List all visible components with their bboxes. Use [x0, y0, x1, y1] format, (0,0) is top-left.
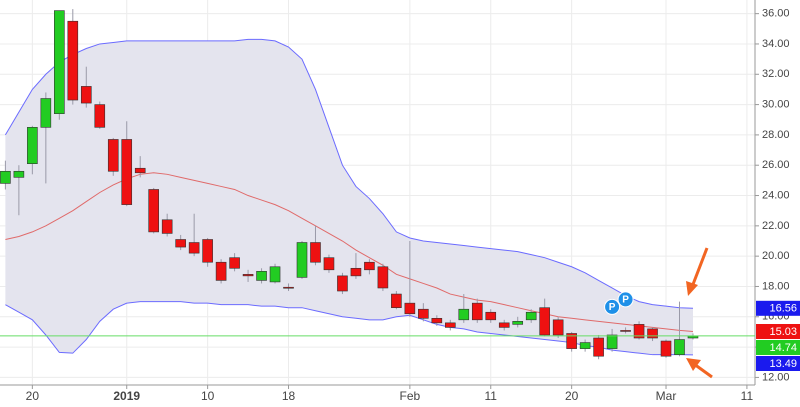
candle-body: [660, 340, 672, 357]
x-tick-label: 20: [26, 389, 40, 403]
candle-body: [418, 308, 429, 319]
candles: [0, 9, 699, 360]
candle-body: [445, 322, 456, 328]
candle-body: [620, 330, 631, 332]
candle-body: [188, 242, 200, 254]
band-area: [5, 39, 693, 355]
candle-body: [283, 286, 294, 289]
x-tick-label: 11: [741, 389, 754, 403]
candle-body: [552, 319, 564, 336]
price-marker-box: [756, 339, 800, 355]
candle-body: [525, 311, 537, 321]
arrow: [690, 247, 709, 288]
candle-body: [350, 267, 362, 277]
y-tick-label: 12.00: [762, 371, 790, 383]
arrow-head: [686, 358, 701, 371]
y-tick-label: 20.00: [762, 250, 790, 262]
y-tick-label: 26.00: [762, 159, 790, 171]
price-marker-label: 16.56: [769, 303, 797, 315]
x-tick-label: 18: [282, 389, 296, 403]
candle-body: [296, 242, 308, 278]
candle-body: [67, 20, 79, 101]
candle-body: [54, 10, 65, 114]
candle-body: [148, 189, 159, 233]
candle-body: [391, 293, 402, 308]
candle-body: [242, 274, 254, 277]
candle-body: [337, 275, 348, 292]
y-tick-label: 28.00: [762, 129, 790, 141]
candle-body: [80, 86, 92, 104]
candle-body: [364, 261, 375, 271]
candle-body: [229, 257, 240, 269]
candle-body: [134, 167, 146, 174]
candle-body: [593, 337, 604, 357]
candle-body: [404, 302, 416, 315]
arrow-head: [686, 281, 698, 296]
x-tick-label: 20: [565, 389, 579, 403]
price-marker-box: [756, 323, 800, 339]
price-marker-box: [756, 300, 800, 316]
candle-body: [323, 257, 335, 271]
candle-body: [377, 266, 389, 289]
candle-body: [310, 242, 321, 263]
x-tick-label: Feb: [400, 389, 421, 403]
band-line: [5, 301, 693, 356]
bands: [4, 38, 694, 356]
band-line: [5, 172, 694, 332]
y-tick-label: 34.00: [762, 38, 790, 50]
plot: [0, 0, 755, 385]
y-tick-label: 18.00: [762, 280, 790, 292]
candle-body: [202, 239, 213, 263]
candle-body: [269, 266, 281, 283]
band-line: [4, 38, 694, 309]
y-tick-label: 22.00: [762, 220, 790, 232]
candle-body: [485, 311, 497, 321]
event-label: P: [609, 302, 616, 313]
candle-body: [13, 170, 25, 178]
price-marker-label: 13.49: [769, 358, 797, 370]
candle-body: [0, 170, 11, 184]
price-marker-label: 14.74: [769, 342, 797, 354]
candle-body: [512, 321, 524, 325]
x-tick-label: 2019: [113, 389, 140, 403]
candle-body: [431, 318, 443, 324]
candle-body: [161, 219, 173, 234]
x-tick-label: 10: [201, 389, 215, 403]
candle-body: [606, 334, 618, 349]
candle-body: [633, 324, 645, 339]
candle-body: [27, 127, 38, 165]
price-marker-box: [756, 355, 800, 371]
candle-body: [579, 342, 591, 349]
y-tick-label: 36.00: [762, 8, 790, 20]
y-tick-label: 24.00: [762, 189, 790, 201]
candle-body: [40, 98, 52, 128]
candle-body: [215, 261, 227, 281]
candle-body: [458, 308, 470, 321]
overlays: PP: [0, 291, 755, 337]
candle-body: [256, 271, 267, 281]
candle-body: [175, 239, 186, 248]
y-tick-label: 32.00: [762, 68, 790, 80]
candle-body: [566, 333, 577, 349]
candle-body: [471, 302, 483, 321]
x-tick-label: Mar: [656, 389, 677, 403]
candle-body: [107, 139, 119, 172]
y-tick-label: 30.00: [762, 98, 790, 110]
annotation-arrows: [686, 247, 713, 379]
candle-body: [539, 307, 550, 336]
arrow: [693, 362, 713, 379]
candle-body: [647, 328, 658, 339]
candle-body: [94, 104, 106, 128]
event-marker: [617, 291, 634, 308]
candle-body: [674, 339, 685, 355]
event-label: P: [622, 295, 629, 306]
candle-body: [121, 139, 133, 205]
candle-body: [498, 322, 510, 328]
event-marker: [604, 298, 621, 315]
price-marker-label: 15.03: [769, 326, 797, 338]
x-tick-label: 11: [485, 389, 498, 403]
